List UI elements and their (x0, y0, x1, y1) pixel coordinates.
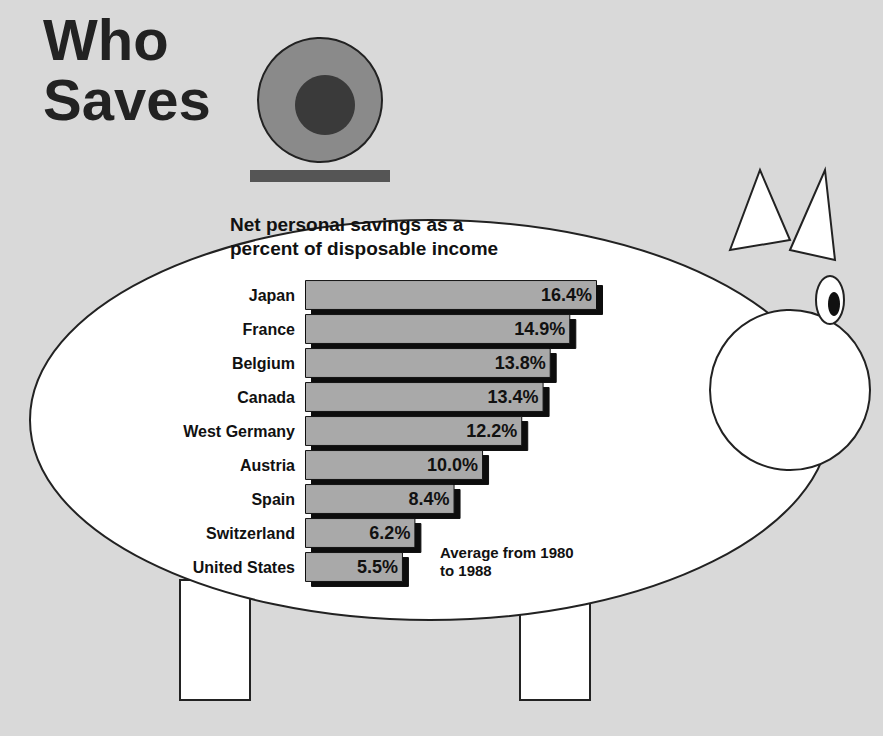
svg-text:Saves: Saves (43, 67, 211, 132)
svg-text:Canada: Canada (237, 389, 295, 406)
svg-text:13.4%: 13.4% (488, 387, 539, 407)
svg-text:14.9%: 14.9% (514, 319, 565, 339)
svg-text:West Germany: West Germany (183, 423, 295, 440)
svg-text:Spain: Spain (251, 491, 295, 508)
svg-text:6.2%: 6.2% (369, 523, 410, 543)
svg-text:to 1988: to 1988 (440, 562, 492, 579)
svg-text:United States: United States (193, 559, 295, 576)
svg-text:France: France (243, 321, 296, 338)
svg-text:Belgium: Belgium (232, 355, 295, 372)
svg-text:16.4%: 16.4% (541, 285, 592, 305)
svg-text:8.4%: 8.4% (409, 489, 450, 509)
svg-text:Austria: Austria (240, 457, 295, 474)
svg-text:Average from 1980: Average from 1980 (440, 544, 578, 561)
svg-text:Switzerland: Switzerland (206, 525, 295, 542)
svg-text:10.0%: 10.0% (427, 455, 478, 475)
svg-text:Net personal savings as a: Net personal savings as a (230, 214, 469, 235)
svg-text:5.5%: 5.5% (357, 557, 398, 577)
svg-text:12.2%: 12.2% (466, 421, 517, 441)
svg-text:percent of disposable income: percent of disposable income (230, 238, 498, 259)
svg-text:13.8%: 13.8% (495, 353, 546, 373)
svg-text:Japan: Japan (249, 287, 295, 304)
svg-text:Who: Who (43, 7, 169, 72)
